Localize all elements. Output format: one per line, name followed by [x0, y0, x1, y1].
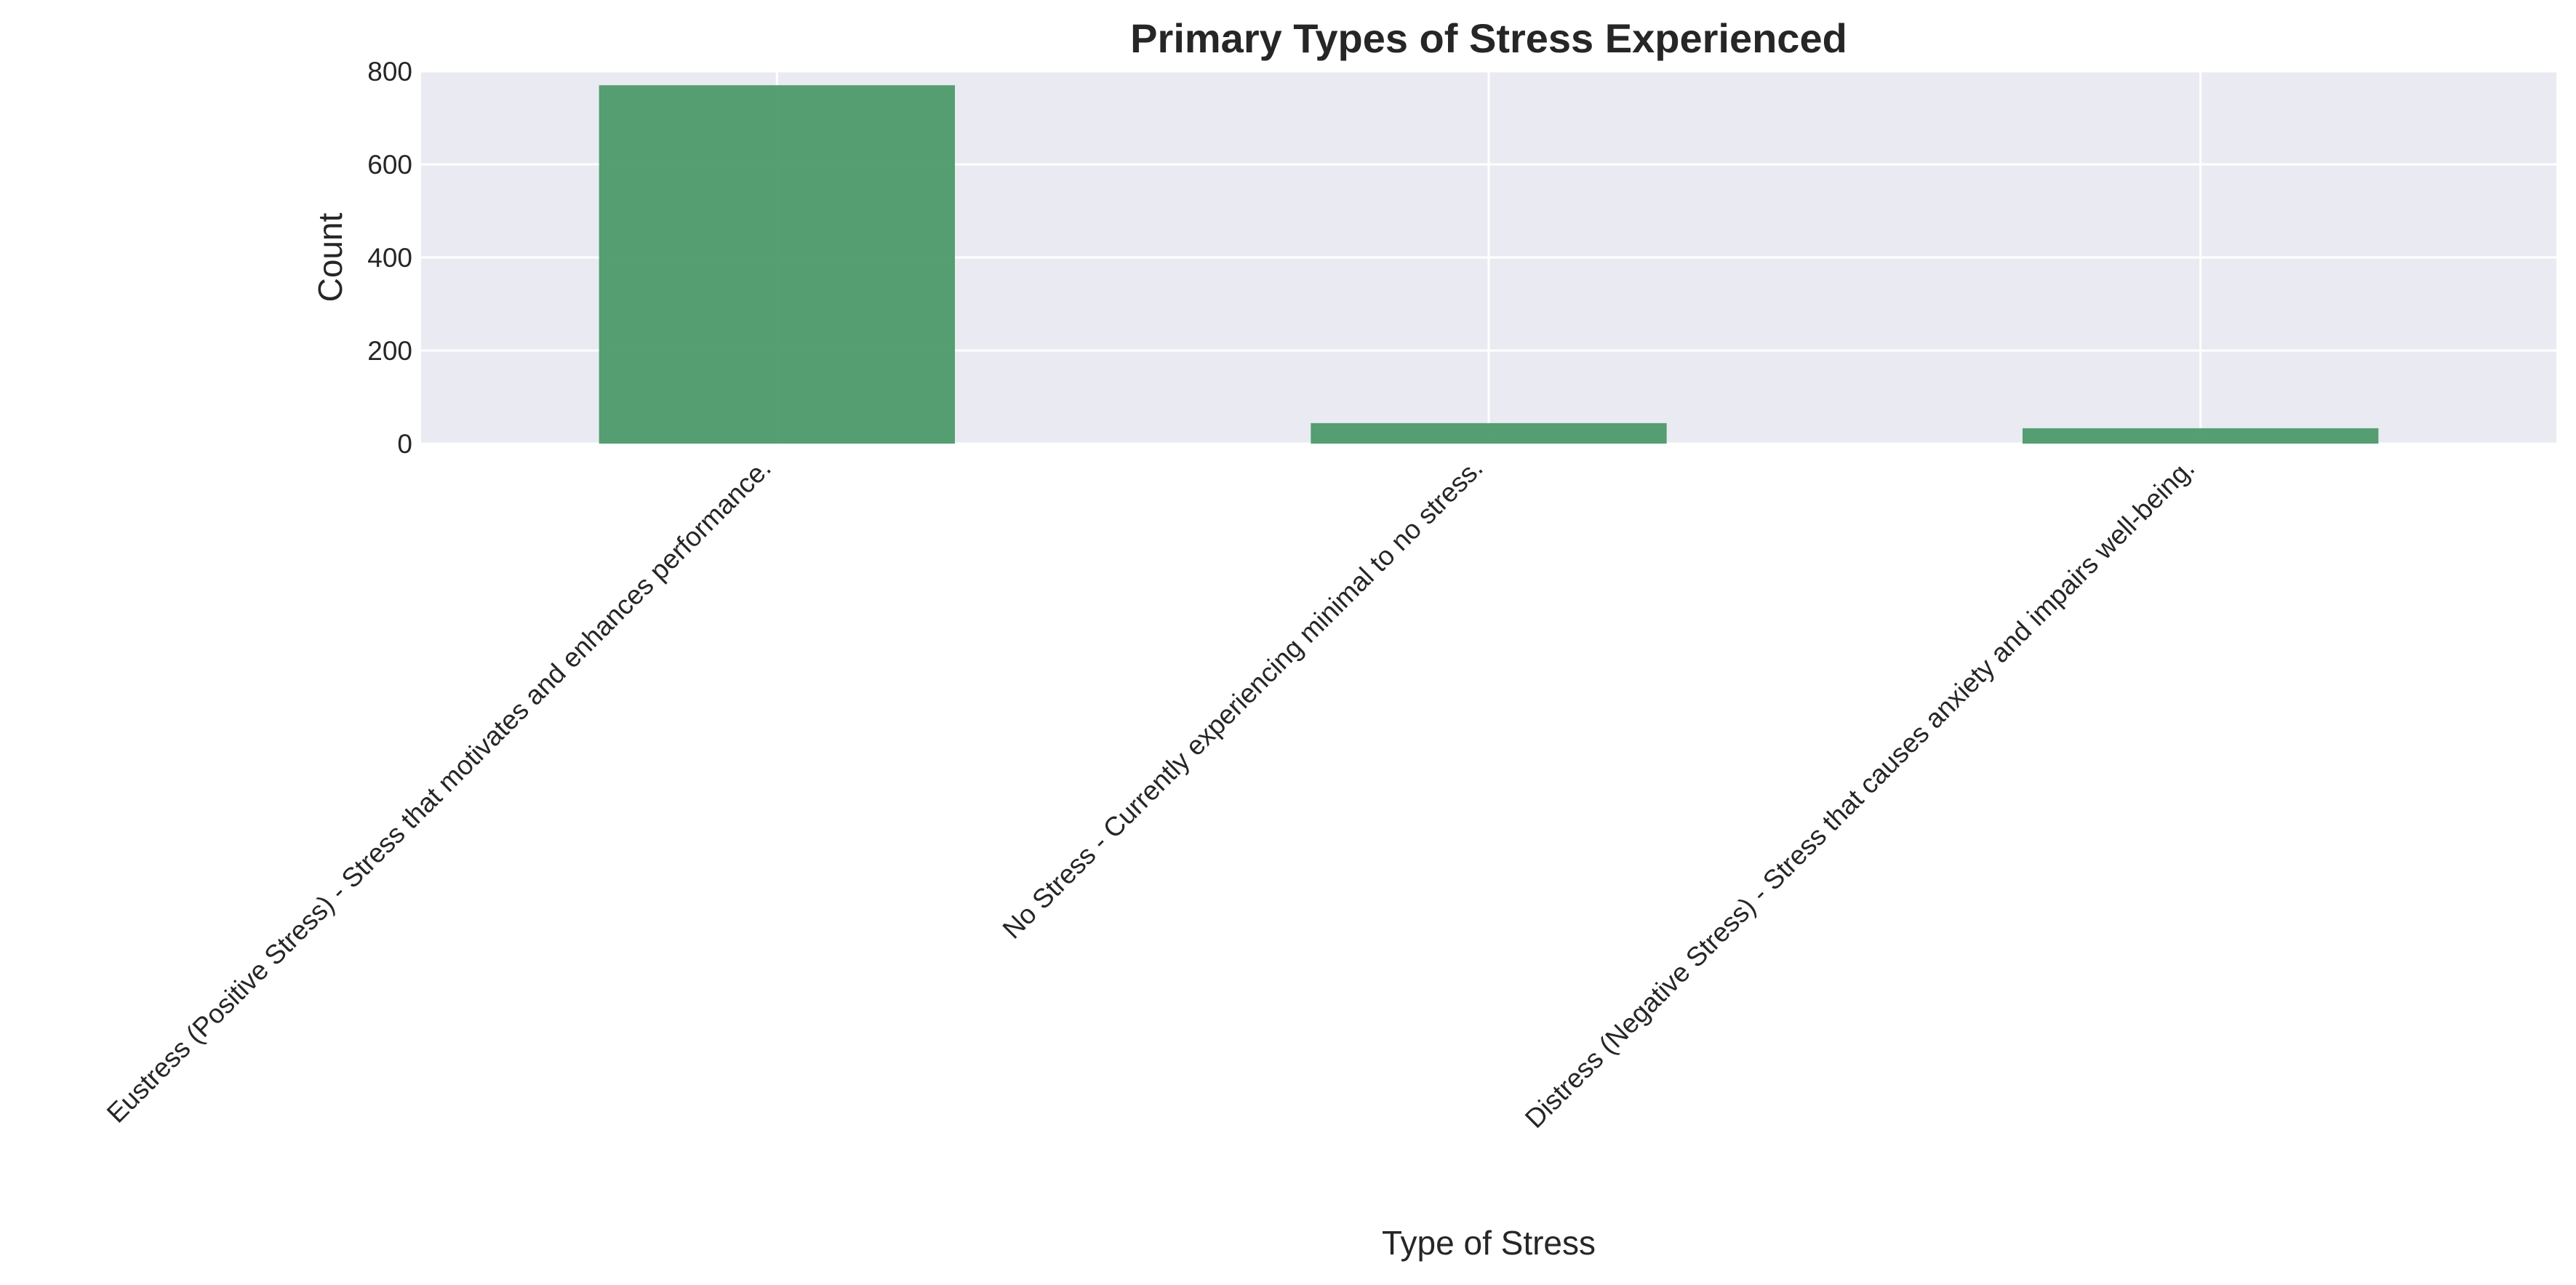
y-axis-label: Count — [311, 212, 349, 302]
bars — [599, 85, 2379, 444]
chart-title: Primary Types of Stress Experienced — [1130, 15, 1847, 61]
y-tick-label: 800 — [367, 57, 412, 87]
bar — [1311, 423, 1667, 444]
bar — [2023, 428, 2379, 444]
x-tick-labels: Eustress (Positive Stress) - Stress that… — [101, 453, 2200, 1134]
y-tick-label: 0 — [397, 429, 412, 459]
x-axis-label: Type of Stress — [1382, 1224, 1596, 1262]
x-tick-label: No Stress - Currently experiencing minim… — [997, 453, 1489, 945]
x-tick-label: Eustress (Positive Stress) - Stress that… — [101, 453, 777, 1129]
y-tick-label: 400 — [367, 243, 412, 273]
bar — [599, 85, 955, 444]
y-tick-labels: 0 200 400 600 800 — [367, 57, 412, 459]
y-tick-label: 200 — [367, 336, 412, 366]
x-tick-label: Distress (Negative Stress) - Stress that… — [1519, 453, 2200, 1134]
y-tick-label: 600 — [367, 150, 412, 180]
